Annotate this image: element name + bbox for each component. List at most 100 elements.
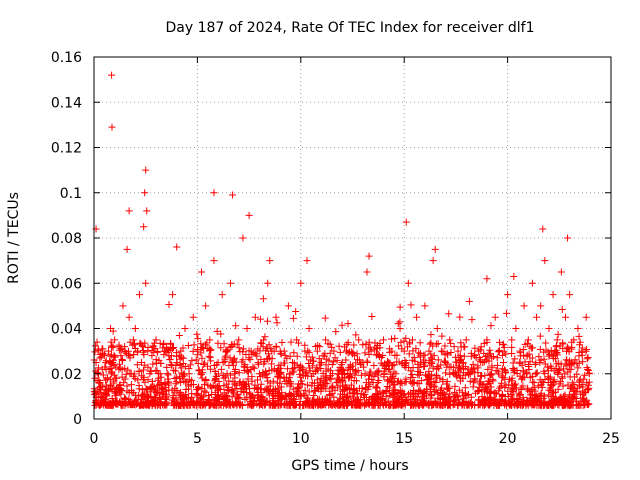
data-point	[257, 380, 265, 388]
data-point	[131, 325, 139, 332]
data-point	[131, 344, 139, 352]
data-point	[278, 338, 286, 346]
data-point	[125, 313, 133, 321]
data-point	[230, 354, 238, 362]
data-point	[501, 369, 509, 377]
axis-ticks	[93, 56, 612, 420]
data-point	[575, 332, 583, 340]
data-point	[488, 364, 496, 372]
data-point	[503, 401, 511, 409]
data-point	[140, 373, 148, 381]
data-point	[487, 322, 495, 330]
data-point	[111, 397, 119, 405]
data-point	[580, 375, 588, 383]
data-point	[123, 387, 131, 395]
data-point	[425, 347, 433, 355]
data-point	[163, 370, 171, 378]
data-point	[503, 309, 511, 317]
data-point	[151, 345, 159, 353]
data-point	[305, 360, 313, 368]
data-point	[337, 400, 345, 408]
data-point	[379, 389, 387, 397]
data-point	[276, 347, 284, 355]
data-point	[466, 377, 474, 385]
data-point	[524, 336, 532, 344]
data-point	[350, 341, 358, 349]
data-point	[541, 369, 549, 377]
data-point	[235, 369, 243, 377]
data-point	[447, 363, 455, 371]
data-point	[504, 392, 512, 400]
data-point	[380, 336, 388, 344]
data-point	[222, 352, 230, 360]
data-point	[492, 401, 500, 409]
data-point	[426, 361, 434, 369]
data-point	[198, 374, 206, 382]
data-point	[390, 393, 398, 401]
y-tick-label: 0	[73, 412, 82, 428]
data-point	[138, 341, 146, 349]
data-point	[346, 393, 354, 401]
data-point	[408, 371, 416, 379]
data-point	[511, 355, 519, 363]
data-point	[523, 352, 531, 360]
data-point	[442, 380, 450, 388]
data-point	[240, 389, 248, 397]
data-point	[180, 370, 188, 378]
data-point	[108, 342, 116, 350]
y-tick-label: 0.04	[51, 322, 82, 338]
data-point	[200, 380, 208, 388]
data-point	[216, 386, 224, 394]
y-tick-label: 0.12	[51, 141, 82, 157]
data-point	[293, 388, 301, 396]
y-tick-label: 0.08	[51, 231, 82, 247]
data-point	[246, 356, 254, 364]
data-point	[456, 352, 464, 360]
data-point	[151, 339, 159, 347]
data-point	[264, 355, 272, 363]
data-point	[124, 366, 132, 374]
data-point	[341, 371, 349, 379]
data-point	[157, 359, 165, 367]
data-point	[229, 191, 237, 199]
data-point	[177, 353, 185, 361]
data-point	[184, 342, 192, 350]
data-point	[365, 383, 373, 391]
data-point	[241, 395, 249, 403]
data-point	[343, 401, 351, 409]
data-point	[193, 401, 201, 409]
data-point	[210, 361, 218, 369]
data-point	[405, 340, 413, 348]
data-point	[512, 325, 520, 332]
data-point	[417, 387, 425, 395]
data-point	[186, 361, 194, 369]
data-point	[536, 376, 544, 384]
data-point	[233, 340, 241, 348]
data-point	[172, 380, 180, 388]
data-point	[259, 393, 267, 401]
data-point	[493, 361, 501, 369]
data-point	[474, 401, 482, 409]
data-point	[93, 368, 101, 376]
data-point	[347, 348, 355, 356]
data-point	[573, 388, 581, 396]
data-point	[502, 350, 510, 358]
data-point	[118, 345, 126, 353]
data-point	[385, 384, 393, 392]
data-point	[247, 366, 255, 374]
data-point	[482, 400, 490, 408]
data-point	[140, 401, 148, 409]
data-point	[253, 352, 261, 360]
data-point	[212, 401, 220, 409]
data-point	[531, 387, 539, 395]
data-point	[402, 364, 410, 372]
data-point	[112, 363, 120, 371]
data-point	[353, 390, 361, 398]
data-point	[352, 401, 360, 409]
data-point	[234, 393, 242, 401]
data-point	[192, 356, 200, 364]
data-point	[266, 354, 274, 362]
data-point	[188, 393, 196, 401]
data-point	[118, 373, 126, 381]
data-point	[197, 349, 205, 357]
